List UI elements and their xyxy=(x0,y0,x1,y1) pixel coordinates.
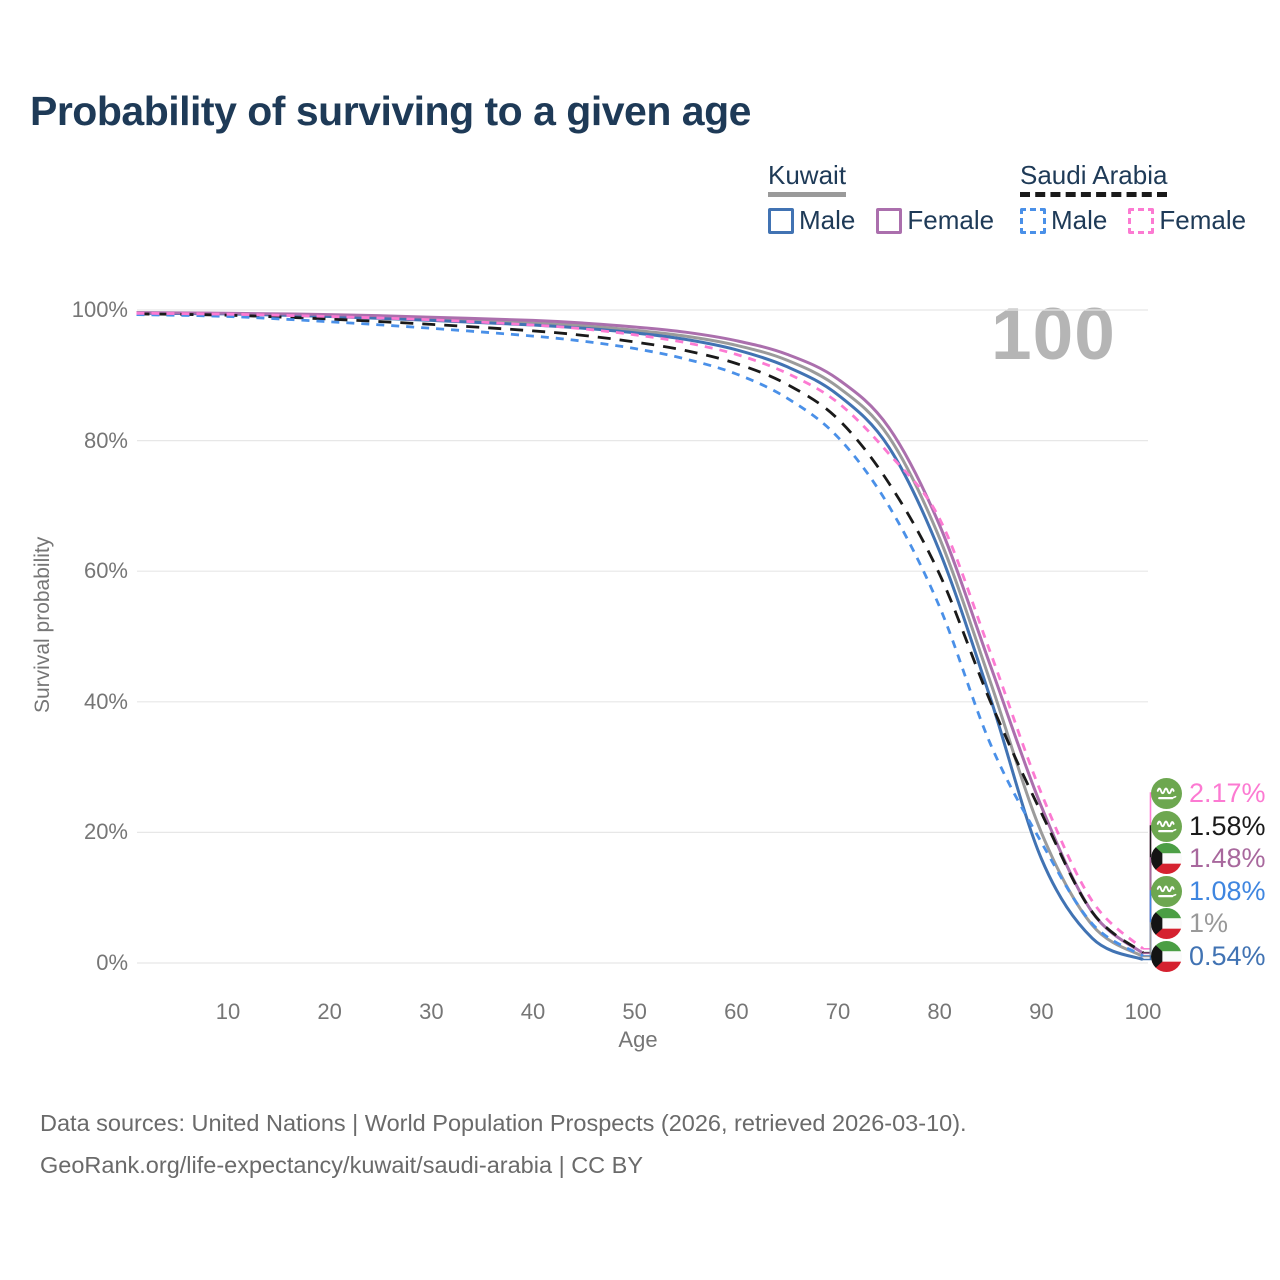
end-label-row: 1% xyxy=(1151,906,1228,940)
end-label-value: 2.17% xyxy=(1189,777,1266,808)
saudi-arabia-flag-icon xyxy=(1151,777,1182,809)
y-tick-label: 100% xyxy=(71,297,128,322)
x-tick-label: 20 xyxy=(317,999,342,1024)
legend-group-saudi-arabia: Saudi Arabia Male Female xyxy=(1020,160,1267,236)
x-tick-label: 80 xyxy=(927,999,952,1024)
end-label-value: 1.48% xyxy=(1189,842,1266,873)
kuwait-flag-icon xyxy=(1151,842,1182,874)
end-label-value: 1.08% xyxy=(1189,875,1266,906)
legend-swatch-saudi-male[interactable] xyxy=(1020,207,1046,234)
series-line-saudi-arabia[interactable] xyxy=(136,312,1144,954)
footer-line-2: GeoRank.org/life-expectancy/kuwait/saudi… xyxy=(40,1152,644,1178)
end-label-value: 0.54% xyxy=(1189,940,1266,971)
x-tick-label: 70 xyxy=(825,999,851,1024)
x-axis-title: Age xyxy=(618,1027,658,1052)
legend-group-kuwait: Kuwait Male Female xyxy=(768,160,1015,236)
legend-swatch-saudi-female[interactable] xyxy=(1128,207,1155,234)
x-tick-label: 50 xyxy=(622,999,647,1024)
legend-items-kuwait: Male Female xyxy=(768,205,1015,236)
legend-swatch-kuwait-male[interactable] xyxy=(768,207,794,234)
end-label-row: 1.48% xyxy=(1151,841,1266,875)
series-line-saudi-arabia-male[interactable] xyxy=(136,313,1144,958)
legend-label-saudi-male[interactable]: Male xyxy=(1051,205,1108,235)
end-label-row: 2.17% xyxy=(1151,776,1266,810)
x-tick-label: 40 xyxy=(520,999,546,1024)
legend-label-saudi-female[interactable]: Female xyxy=(1159,205,1247,235)
y-tick-label: 20% xyxy=(83,819,128,845)
x-tick-label: 60 xyxy=(724,999,749,1024)
footer-line-1: Data sources: United Nations | World Pop… xyxy=(40,1110,967,1136)
x-tick-label: 100 xyxy=(1124,999,1162,1024)
end-label-row: 1.08% xyxy=(1151,874,1266,908)
end-label-value: 1% xyxy=(1189,907,1229,938)
end-label-row: 0.54% xyxy=(1151,939,1266,973)
legend-country-saudi-arabia[interactable]: Saudi Arabia xyxy=(1020,160,1168,197)
age-watermark: 100 xyxy=(991,294,1116,375)
legend-label-kuwait-female[interactable]: Female xyxy=(907,205,995,235)
saudi-arabia-flag-icon xyxy=(1151,810,1182,842)
saudi-arabia-flag-icon xyxy=(1151,875,1182,907)
series-line-saudi-arabia-female[interactable] xyxy=(136,311,1144,950)
legend-items-saudi-arabia: Male Female xyxy=(1020,205,1267,236)
series-line-kuwait[interactable] xyxy=(136,311,1144,958)
series-line-kuwait-female[interactable] xyxy=(136,311,1144,955)
x-tick-label: 10 xyxy=(215,999,241,1024)
x-tick-label: 30 xyxy=(419,999,444,1024)
kuwait-flag-icon xyxy=(1151,907,1182,939)
page-title: Probability of surviving to a given age xyxy=(30,88,751,134)
y-tick-label: 40% xyxy=(83,688,128,714)
y-tick-label: 60% xyxy=(83,558,128,584)
series-line-kuwait-male[interactable] xyxy=(136,311,1144,961)
end-label-row: 1.58% xyxy=(1151,809,1266,843)
legend-country-kuwait[interactable]: Kuwait xyxy=(768,160,847,197)
legend-swatch-kuwait-female[interactable] xyxy=(876,207,903,234)
y-tick-label: 80% xyxy=(83,427,128,453)
legend-label-kuwait-male[interactable]: Male xyxy=(799,205,856,235)
kuwait-flag-icon xyxy=(1151,940,1182,972)
x-tick-label: 90 xyxy=(1029,999,1054,1024)
end-label-value: 1.58% xyxy=(1189,810,1266,841)
data-sources: Data sources: United Nations | World Pop… xyxy=(40,1102,967,1186)
y-tick-label: 0% xyxy=(96,950,128,975)
